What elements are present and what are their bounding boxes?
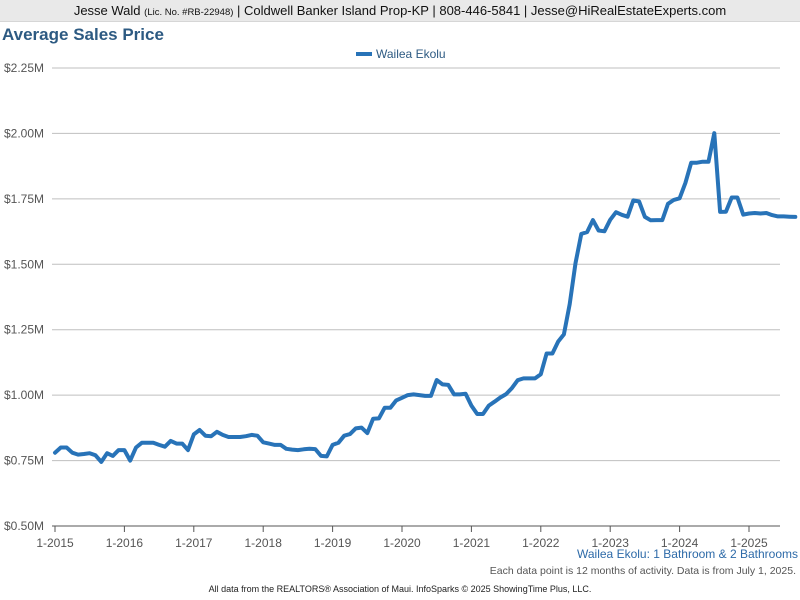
- chart-title: Average Sales Price: [2, 25, 164, 44]
- x-tick-label: 1-2017: [175, 536, 213, 550]
- legend-label: Wailea Ekolu: [376, 47, 446, 61]
- y-tick-label: $1.50M: [4, 257, 44, 271]
- chart-subtitle: Wailea Ekolu: 1 Bathroom & 2 Bathrooms: [577, 547, 798, 561]
- y-tick-label: $0.75M: [4, 454, 44, 468]
- x-tick-label: 1-2020: [383, 536, 421, 550]
- agent-header: Jesse Wald (Lic. No. #RB-22948) | Coldwe…: [0, 0, 800, 22]
- x-tick-label: 1-2018: [245, 536, 283, 550]
- y-tick-label: $2.00M: [4, 126, 44, 140]
- y-tick-label: $2.25M: [4, 61, 44, 75]
- x-tick-label: 1-2022: [522, 536, 560, 550]
- y-tick-label: $0.50M: [4, 519, 44, 533]
- x-tick-label: 1-2023: [592, 536, 630, 550]
- x-tick-label: 1-2025: [730, 536, 768, 550]
- y-tick-label: $1.00M: [4, 388, 44, 402]
- series-line: [53, 131, 798, 464]
- data-note: Each data point is 12 months of activity…: [489, 565, 796, 577]
- agent-name: Jesse Wald: [73, 3, 141, 18]
- x-tick-label: 1-2024: [661, 536, 699, 550]
- y-tick-label: $1.75M: [4, 192, 44, 206]
- agent-contact: | Coldwell Banker Island Prop-KP | 808-4…: [237, 3, 727, 18]
- x-tick-label: 1-2015: [36, 536, 74, 550]
- y-tick-label: $1.25M: [4, 323, 44, 337]
- x-tick-label: 1-2019: [314, 536, 352, 550]
- license-number: (Lic. No. #RB-22948): [144, 7, 234, 18]
- x-tick-label: 1-2021: [453, 536, 491, 550]
- footer-credit: All data from the REALTORS® Association …: [208, 584, 592, 594]
- x-tick-label: 1-2016: [106, 536, 144, 550]
